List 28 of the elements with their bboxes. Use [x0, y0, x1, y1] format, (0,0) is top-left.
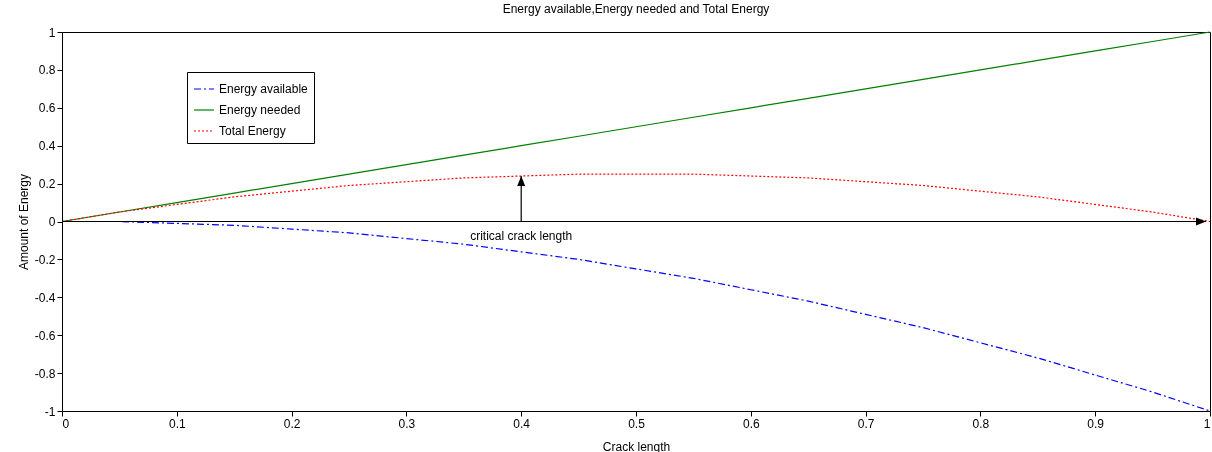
y-tick-label: -0.8 [34, 366, 56, 381]
y-tick-label: 0.8 [38, 63, 56, 78]
annotation: critical crack length [470, 228, 573, 243]
y-tick-label: 0.4 [38, 139, 56, 154]
x-tick-label: 0.2 [283, 416, 301, 431]
x-tick-label: 1 [1203, 416, 1211, 431]
x-tick-label: 0 [62, 416, 70, 431]
x-tick-label: 0.6 [742, 416, 760, 431]
x-tick-label: 0.9 [1087, 416, 1105, 431]
y-tick-label: 0 [48, 215, 56, 229]
y-tick-label: -0.4 [34, 290, 56, 305]
y-tick-label: -0.6 [34, 328, 56, 343]
x-tick-label: 0.3 [398, 416, 416, 431]
y-tick-label: 0.6 [38, 101, 56, 116]
x-tick-label: 0.4 [513, 416, 531, 431]
y-tick-label: -0.2 [34, 252, 56, 267]
x-tick-label: 0.7 [857, 416, 875, 431]
y-tick-label: 1 [48, 25, 56, 40]
y-tick-label: 0.2 [38, 177, 56, 192]
y-axis-title: Amount of Energy [16, 173, 31, 271]
x-tick-label: 0.5 [628, 416, 646, 431]
x-tick-label: 0.8 [972, 416, 990, 431]
legend-label: Total Energy [219, 124, 286, 138]
chart-title: Energy available,Energy needed and Total Energy [502, 2, 770, 16]
legend-label: Energy needed [219, 103, 301, 117]
y-tick-label: -1 [44, 404, 56, 419]
x-tick-label: 0.1 [168, 416, 186, 431]
legend-label: Energy available [219, 82, 309, 96]
